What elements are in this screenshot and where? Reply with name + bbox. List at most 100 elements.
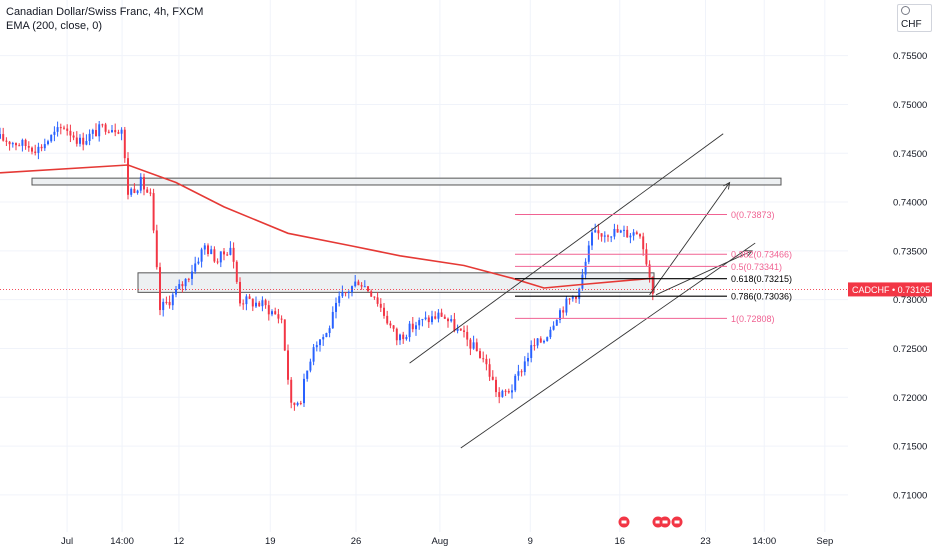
candle-body [47, 141, 49, 145]
ema-indicator-label[interactable]: EMA (200, close, 0) [6, 20, 102, 32]
candle-body [587, 245, 590, 262]
trend-line-1[interactable] [460, 242, 756, 449]
sr-zone-1[interactable] [137, 272, 655, 293]
price-tag-text: CADCHF • 0.73105 [852, 285, 930, 295]
candle-body [98, 124, 101, 137]
candle-body [591, 232, 593, 246]
candle-body [143, 176, 145, 190]
candle-body [575, 296, 577, 299]
candle-body [386, 315, 389, 324]
candle-body [626, 229, 629, 238]
candle-body [450, 319, 453, 322]
x-tick-label: 14:00 [752, 536, 776, 547]
candle-body [21, 139, 24, 146]
candle-body [200, 249, 203, 262]
candle-body [296, 402, 299, 406]
candle-body [239, 281, 241, 304]
candle-body [264, 300, 267, 306]
candle-body [15, 143, 17, 146]
event-flag-mark [662, 520, 668, 524]
candle-body [629, 235, 632, 238]
candle-body [175, 289, 177, 295]
candle-body [408, 323, 411, 338]
candle-body [456, 328, 459, 331]
candle-body [293, 402, 296, 406]
candle-body [639, 234, 641, 237]
candle-body [357, 281, 360, 286]
candle-body [53, 131, 56, 135]
candle-body [383, 307, 385, 316]
candle-body [235, 261, 238, 282]
candle-body [475, 342, 478, 352]
candle-body [2, 134, 5, 141]
candle-body [645, 249, 648, 265]
ema-line[interactable] [0, 164, 653, 289]
candle-body [82, 137, 85, 145]
candle-body [299, 402, 302, 404]
candle-body [248, 296, 251, 299]
candle-body [415, 325, 417, 330]
candle-body [600, 233, 603, 237]
candle-body [437, 312, 440, 319]
price-tag[interactable] [848, 282, 932, 297]
candle-body [267, 305, 270, 315]
x-tick-label: 16 [614, 536, 625, 547]
candle-body [258, 302, 261, 307]
candle-body [162, 301, 165, 311]
y-tick-label: 0.75000 [893, 100, 927, 111]
fib-level-label: 1(0.72808) [731, 314, 775, 324]
candle-body [309, 361, 312, 371]
x-tick-label: 19 [265, 536, 276, 547]
candle-body [18, 145, 21, 147]
trend-line-0[interactable] [409, 133, 724, 364]
candle-body [399, 334, 401, 341]
candle-body [216, 261, 219, 263]
currency-selector[interactable]: CHF [897, 4, 932, 32]
fib-level-label: 0.618(0.73215) [731, 274, 792, 284]
candle-body [101, 124, 104, 126]
candle-body [511, 390, 513, 393]
arrow-line-0[interactable] [649, 182, 730, 296]
candle-body [203, 245, 206, 250]
candle-body [5, 140, 8, 142]
candle-body [616, 228, 619, 233]
candle-body [427, 317, 430, 323]
candle-body [389, 323, 392, 326]
candle-body [283, 319, 286, 351]
candle-body [245, 296, 248, 305]
candle-body [523, 361, 526, 373]
candle-body [338, 296, 341, 303]
arrow-line-1[interactable] [655, 250, 753, 296]
event-flag-mark [674, 520, 680, 524]
candle-body [623, 229, 625, 231]
candle-body [277, 314, 280, 319]
candle-body [271, 311, 273, 315]
candle-body [63, 127, 65, 129]
sr-zone-0[interactable] [31, 177, 782, 186]
chart-legend: Canadian Dollar/Swiss Franc, 4h, FXCM EM… [6, 5, 203, 33]
candle-body [328, 328, 331, 334]
candle-body [325, 333, 328, 338]
candle-body [232, 247, 235, 262]
candle-body [536, 338, 539, 346]
candle-body [514, 375, 517, 391]
symbol-title[interactable]: Canadian Dollar/Swiss Franc, 4h, FXCM [6, 6, 204, 18]
candle-body [632, 232, 635, 236]
candle-body [539, 338, 542, 343]
candle-body [581, 274, 584, 289]
candle-body [479, 351, 481, 359]
candle-body [651, 276, 654, 294]
candle-body [501, 390, 504, 397]
x-tick-label: 9 [528, 536, 533, 547]
candle-body [303, 378, 305, 404]
candle-body [59, 127, 62, 129]
candle-body [136, 190, 139, 193]
candle-body [11, 143, 14, 145]
candle-body [261, 300, 264, 307]
candle-body [469, 339, 472, 349]
candle-body [219, 251, 222, 263]
candle-body [466, 331, 469, 340]
candle-body [405, 337, 408, 340]
